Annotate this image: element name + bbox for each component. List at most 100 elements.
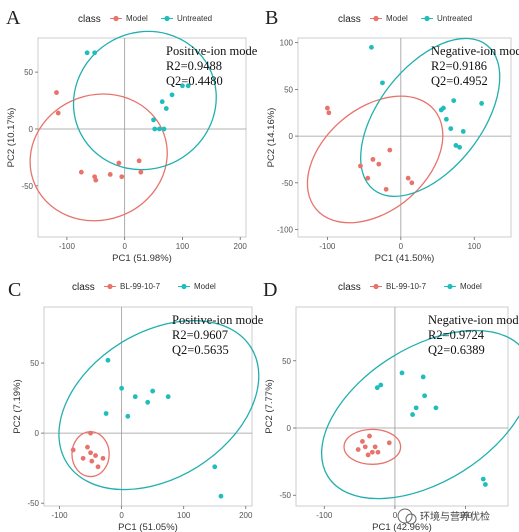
legend-label: BL-99-10-7 <box>120 282 161 291</box>
panel-letter: B <box>265 7 278 29</box>
legend-key-marker <box>107 283 113 290</box>
panel-letter: D <box>263 279 277 301</box>
data-point-teal <box>103 411 109 416</box>
x-tick-label: 100 <box>176 242 190 251</box>
data-point-teal <box>163 106 169 111</box>
data-point-red <box>405 175 411 181</box>
y-tick-label: 50 <box>284 85 293 94</box>
annotation-line: Negative-ion mode <box>428 313 519 327</box>
annotation-line: Q2=0.5635 <box>172 343 229 357</box>
y-tick-label: 100 <box>280 39 294 48</box>
data-point-red <box>326 110 332 116</box>
data-point-red <box>369 449 375 455</box>
data-point-teal <box>480 476 486 482</box>
confidence-ellipse-teal <box>360 37 501 198</box>
data-point-red <box>119 174 125 180</box>
annotation-line: R2=0.9186 <box>431 59 487 73</box>
data-point-red <box>370 157 376 162</box>
data-point-teal <box>413 405 419 411</box>
data-point-red <box>358 163 363 169</box>
y-tick-label: 50 <box>282 357 291 366</box>
data-point-teal <box>92 50 98 56</box>
y-tick-label: -50 <box>281 179 293 188</box>
y-axis-label: PC2 (7.77%) <box>264 379 275 433</box>
confidence-ellipse-teal <box>58 319 260 491</box>
data-point-teal <box>374 385 380 391</box>
data-point-teal <box>433 405 439 411</box>
data-point-red <box>80 455 86 461</box>
x-tick-label: 100 <box>468 242 482 251</box>
data-point-teal <box>161 126 167 132</box>
y-tick-label: -50 <box>27 499 39 508</box>
data-point-teal <box>410 412 415 417</box>
data-point-teal <box>460 129 466 134</box>
data-point-teal <box>145 399 151 405</box>
y-axis-label: PC2 (10.17%) <box>6 108 17 168</box>
data-point-teal <box>152 126 158 132</box>
plot-area <box>295 306 509 507</box>
data-point-teal <box>451 98 457 103</box>
data-point-red <box>54 90 59 95</box>
y-tick-label: 50 <box>30 359 39 368</box>
data-point-teal <box>185 83 191 89</box>
data-point-red <box>360 439 365 444</box>
legend-label: Model <box>460 282 482 291</box>
x-tick-label: -100 <box>59 242 76 251</box>
annotation-line: Positive-ion mode <box>166 44 258 58</box>
legend-label: Model <box>126 14 148 23</box>
x-tick-label: 100 <box>177 511 191 520</box>
data-point-red <box>116 160 122 166</box>
x-tick-label: -100 <box>52 511 69 520</box>
data-point-teal <box>453 143 459 148</box>
data-point-red <box>100 455 106 461</box>
annotation-line: Q2=0.4952 <box>431 74 488 88</box>
x-tick-label: 200 <box>239 511 253 520</box>
data-point-teal <box>180 83 185 89</box>
confidence-ellipse-red <box>29 93 168 222</box>
data-point-teal <box>156 126 162 132</box>
annotation-line: R2=0.9607 <box>172 328 228 342</box>
x-tick-label: 0 <box>122 242 127 251</box>
legend-key-marker <box>164 15 170 22</box>
data-point-teal <box>150 388 156 394</box>
y-tick-label: 0 <box>289 132 294 141</box>
data-point-red <box>85 444 90 450</box>
data-point-teal <box>441 105 446 111</box>
data-point-red <box>95 464 101 470</box>
data-point-red <box>107 172 113 177</box>
x-tick-label: 200 <box>234 242 248 251</box>
data-point-teal <box>105 357 111 363</box>
data-point-teal <box>380 80 385 86</box>
legend-key-marker <box>373 15 379 22</box>
annotation-line: Q2=0.6389 <box>428 343 485 357</box>
legend-key-marker <box>424 15 430 22</box>
legend-title: class <box>78 14 101 25</box>
data-point-teal <box>420 374 426 380</box>
data-point-teal <box>422 393 428 399</box>
data-point-red <box>387 147 393 153</box>
x-tick-label: -100 <box>316 511 333 520</box>
legend-title: class <box>72 282 95 293</box>
data-point-teal <box>125 413 131 419</box>
data-point-teal <box>132 394 138 400</box>
watermark-text: 环境与营养优检 <box>420 510 490 523</box>
data-point-teal <box>399 370 405 376</box>
data-point-red <box>376 161 382 167</box>
wechat-icon-bubble <box>405 513 417 525</box>
plot-area <box>43 306 253 507</box>
data-point-red <box>365 452 371 458</box>
confidence-ellipse-red <box>306 95 444 224</box>
data-point-red <box>70 447 76 453</box>
plot-area <box>297 37 512 238</box>
data-point-red <box>136 158 142 164</box>
annotation-line: Q2=0.4480 <box>166 74 223 88</box>
y-axis-label: PC2 (7.19%) <box>12 379 23 433</box>
x-tick-label: -100 <box>319 242 336 251</box>
wechat-icon <box>397 508 413 524</box>
confidence-ellipse-teal <box>320 329 519 500</box>
data-point-red <box>355 447 361 452</box>
data-point-red <box>372 444 378 450</box>
